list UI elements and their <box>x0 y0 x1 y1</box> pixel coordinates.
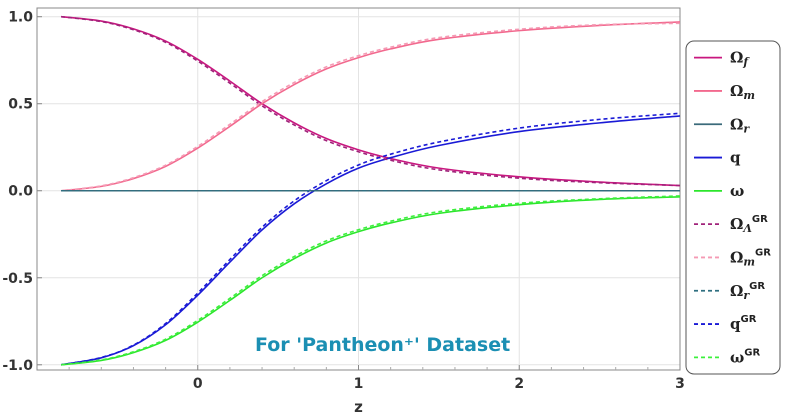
legend-label: ΩrGR <box>730 281 765 302</box>
x-axis-label: z <box>354 398 363 416</box>
legend-label: q <box>730 149 741 167</box>
x-tick-label: 3 <box>675 376 685 392</box>
legend: Ωf Ωm Ωr qω ΩΛGR ΩmGR ΩrGR qGR ωGR <box>685 40 781 375</box>
y-tick-label: 0.0 <box>8 184 33 200</box>
x-tick-label: 0 <box>193 376 203 392</box>
legend-label: ωGR <box>730 347 761 366</box>
grid-lines <box>37 8 681 370</box>
y-tick-label: -1.0 <box>2 358 33 374</box>
series-line-3 <box>60 115 681 366</box>
x-tick-label: 2 <box>514 376 524 392</box>
axes: 0 1 2 3 -1.0 -0.5 0.0 0.5 1.0 <box>2 10 685 392</box>
series-line-6 <box>61 22 681 192</box>
x-tick-label: 1 <box>354 376 364 392</box>
legend-label: Ωr <box>730 115 750 135</box>
series-line-9 <box>61 195 681 366</box>
series-line-0 <box>61 15 681 187</box>
series-lines <box>60 15 681 366</box>
legend-label: Ωf <box>730 49 750 69</box>
series-line-4 <box>61 196 681 366</box>
series-line-8 <box>60 112 681 366</box>
chart-annotation: For 'Pantheon⁺' Dataset <box>255 334 510 356</box>
legend-label: ΩΛGR <box>730 214 768 235</box>
series-line-5 <box>61 15 681 187</box>
legend-label: ω <box>730 182 744 200</box>
y-tick-label: 0.5 <box>8 97 33 113</box>
legend-label: ΩmGR <box>730 247 771 268</box>
series-line-1 <box>61 21 681 192</box>
y-tick-label: 1.0 <box>8 10 33 26</box>
y-tick-label: -0.5 <box>2 271 33 287</box>
legend-label: Ωm <box>730 82 755 102</box>
legend-label: qGR <box>730 314 757 333</box>
